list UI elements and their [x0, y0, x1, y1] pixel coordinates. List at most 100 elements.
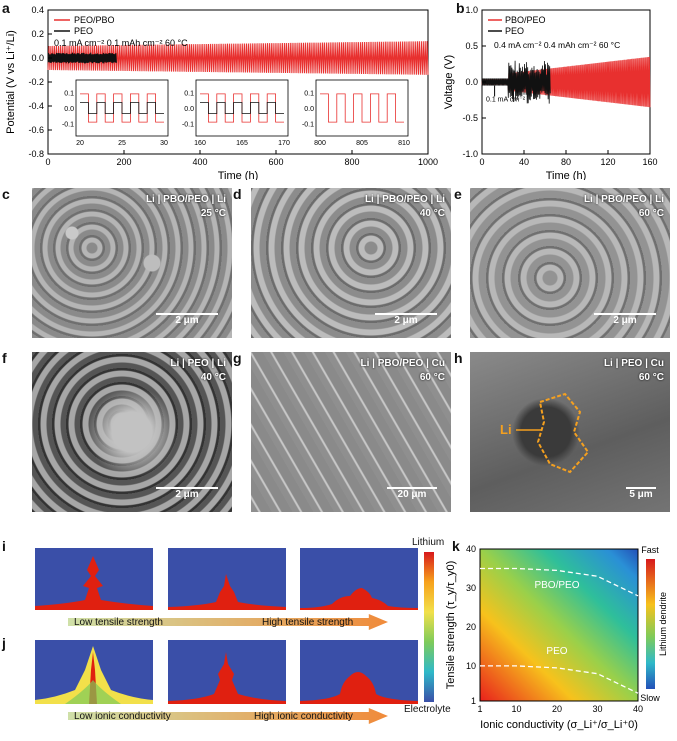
sem-title-c: Li | PBO/PEO | Li 25 °C: [146, 193, 226, 221]
panel-label-j: j: [2, 635, 6, 651]
chart-k-ytick-label: 20: [466, 622, 476, 632]
chart-a: 0.4 0.2 0.0 -0.2 -0.4 -0.6 -0.80 200 400 600 800 10…: [0, 0, 440, 180]
chart-b: 1.00.50.0-0.5-1.00 40 80 120 160Time (h)Volt…: [440, 0, 677, 180]
chart-b-annotation: 0.1 mA cm⁻²: [486, 96, 526, 103]
chart-a-xlabel: Time (h): [218, 170, 259, 180]
chart-a-xtick-label: 1000: [418, 157, 438, 167]
legend-b-label-2: PEO: [505, 26, 524, 36]
sem-image-g: Li | PBO/PEO | Cu 60 °C 20 μm: [251, 352, 451, 512]
sem-title-e: Li | PBO/PEO | Li 60 °C: [584, 193, 664, 221]
panel-label-f: f: [2, 350, 7, 366]
inset-a-xtick-label: 160: [194, 140, 206, 147]
panel-label-i: i: [2, 538, 6, 554]
scalebar-e: 2 μm: [594, 311, 656, 326]
chart-k-colorbar: [646, 559, 655, 689]
chart-b-xtick-label: 40: [519, 157, 529, 167]
chart-k-xtick-label: 20: [552, 704, 562, 714]
chart-k-xtick-label: 40: [633, 704, 643, 714]
chart-b-ytick-label: 1.0: [465, 5, 478, 15]
panel-label-e: e: [454, 186, 462, 202]
sem-image-f: Li | PEO | Li 40 °C 2 μm: [32, 352, 232, 512]
scalebar-d: 2 μm: [375, 311, 437, 326]
scalebar-h: 5 μm: [626, 485, 656, 500]
chart-a-ytick-label: -0.8: [28, 149, 44, 159]
arrow-i-left-label: Low tensile strength: [74, 617, 163, 628]
chart-k-xtick-label: 30: [592, 704, 602, 714]
sem-image-h: Li Li | PEO | Cu 60 °C 5 μm: [470, 352, 670, 512]
inset-a-xtick-label: 810: [398, 140, 410, 147]
chart-a-ytick-label: 0.4: [31, 5, 44, 15]
inset-a-xtick-label: 20: [76, 140, 84, 147]
scalebar-f: 2 μm: [156, 485, 218, 500]
chart-a-xtick-label: 600: [268, 157, 283, 167]
sem-image-e: Li | PBO/PEO | Li 60 °C 2 μm: [470, 188, 670, 338]
chart-b-xtick-label: 0: [479, 157, 484, 167]
chart-b-conditions: 0.4 mA cm⁻² 0.4 mAh cm⁻² 60 °C: [494, 40, 620, 50]
sim-j-3: [300, 640, 418, 704]
inset-a-xtick-label: 25: [118, 140, 126, 147]
chart-k-curve-label-2: PEO: [546, 646, 567, 657]
chart-b-xtick-label: 120: [600, 157, 615, 167]
chart-k-ytick-label: 10: [466, 661, 476, 671]
chart-a-ytick-label: 0.2: [31, 29, 44, 39]
chart-b-ytick-label: -0.5: [462, 113, 478, 123]
chart-a-xtick-label: 800: [344, 157, 359, 167]
arrow-j-right-label: High ionic conductivity: [254, 711, 353, 722]
chart-k-ytick-label: 30: [466, 583, 476, 593]
sem-title-f: Li | PEO | Li 40 °C: [170, 357, 226, 385]
inset-a-xtick-label: 800: [314, 140, 326, 147]
chart-k-colorbar-top: Fast: [641, 545, 659, 555]
inset-a-ytick-label: 0.1: [304, 90, 314, 97]
legend-a-label-2: PEO: [74, 26, 93, 36]
arrow-j-left-label: Low ionic conductivity: [74, 711, 171, 722]
chart-k-curve-label-1: PBO/PEO: [534, 580, 579, 591]
chart-a-xtick-label: 400: [192, 157, 207, 167]
scalebar-c: 2 μm: [156, 311, 218, 326]
sem-title-d: Li | PBO/PEO | Li 40 °C: [365, 193, 445, 221]
inset-a-xtick-label: 165: [236, 140, 248, 147]
chart-k-ylabel: Tensile strength (τ_y/τ_y0): [445, 561, 457, 690]
panel-label-g: g: [233, 350, 242, 366]
sim-j-1: [35, 640, 153, 704]
chart-k-colorbar-bottom: Slow: [640, 693, 660, 703]
series-peo-line: [48, 53, 116, 64]
sim-i-2: [168, 548, 286, 610]
panel-label-d: d: [233, 186, 242, 202]
chart-b-ytick-label: 0.5: [465, 41, 478, 51]
chart-k-xlabel: Ionic conductivity (σ_Li⁺/σ_Li⁺0): [480, 719, 638, 731]
chart-a-conditions: 0.1 mA cm⁻² 0.1 mAh cm⁻² 60 °C: [54, 38, 188, 48]
chart-a-ytick-label: 0.0: [31, 53, 44, 63]
arrow-i-right-label: High tensile strength: [262, 617, 353, 628]
chart-k-xtick-label: 1: [477, 704, 482, 714]
inset-a-ytick-label: 0.0: [304, 106, 314, 113]
inset-a-ytick-label: -0.1: [302, 122, 314, 129]
li-label: Li: [500, 422, 512, 437]
panel-label-c: c: [2, 186, 10, 202]
inset-a-ytick-label: -0.1: [182, 122, 194, 129]
inset-a-ytick-label: 0.1: [64, 90, 74, 97]
inset-a-xtick-label: 30: [160, 140, 168, 147]
chart-a-xtick-label: 0: [45, 157, 50, 167]
chart-b-ylabel: Voltage (V): [443, 55, 455, 109]
inset-a-ytick-label: -0.1: [62, 122, 74, 129]
chart-k-colorbar-label: Lithium dendrite: [658, 592, 668, 656]
chart-k-heatmap: [480, 549, 638, 701]
colorbar-ij: [424, 552, 434, 702]
scalebar-g: 20 μm: [387, 485, 437, 500]
legend-a-label-1: PEO/PBO: [74, 15, 115, 25]
panel-label-h: h: [454, 350, 463, 366]
chart-b-xtick-label: 80: [561, 157, 571, 167]
sem-image-c: Li | PBO/PEO | Li 25 °C 2 μm: [32, 188, 232, 338]
chart-b-ytick-label: 0.0: [465, 77, 478, 87]
chart-k: PBO/PEO PEO 11 10 10 20 20 30 30 40 40 Ionic conduc…: [440, 535, 677, 741]
sim-i-1: [35, 548, 153, 610]
chart-b-ytick-label: -1.0: [462, 149, 478, 159]
chart-a-ytick-label: -0.4: [28, 101, 44, 111]
chart-a-ylabel: Potential (V vs Li⁺/Li): [5, 30, 17, 134]
chart-b-xtick-label: 160: [642, 157, 657, 167]
sim-i-3: [300, 548, 418, 610]
chart-k-ytick-label: 1: [471, 696, 476, 706]
sem-title-g: Li | PBO/PEO | Cu 60 °C: [361, 357, 446, 385]
sem-image-d: Li | PBO/PEO | Li 40 °C 2 μm: [251, 188, 451, 338]
inset-a-xtick-label: 170: [278, 140, 290, 147]
